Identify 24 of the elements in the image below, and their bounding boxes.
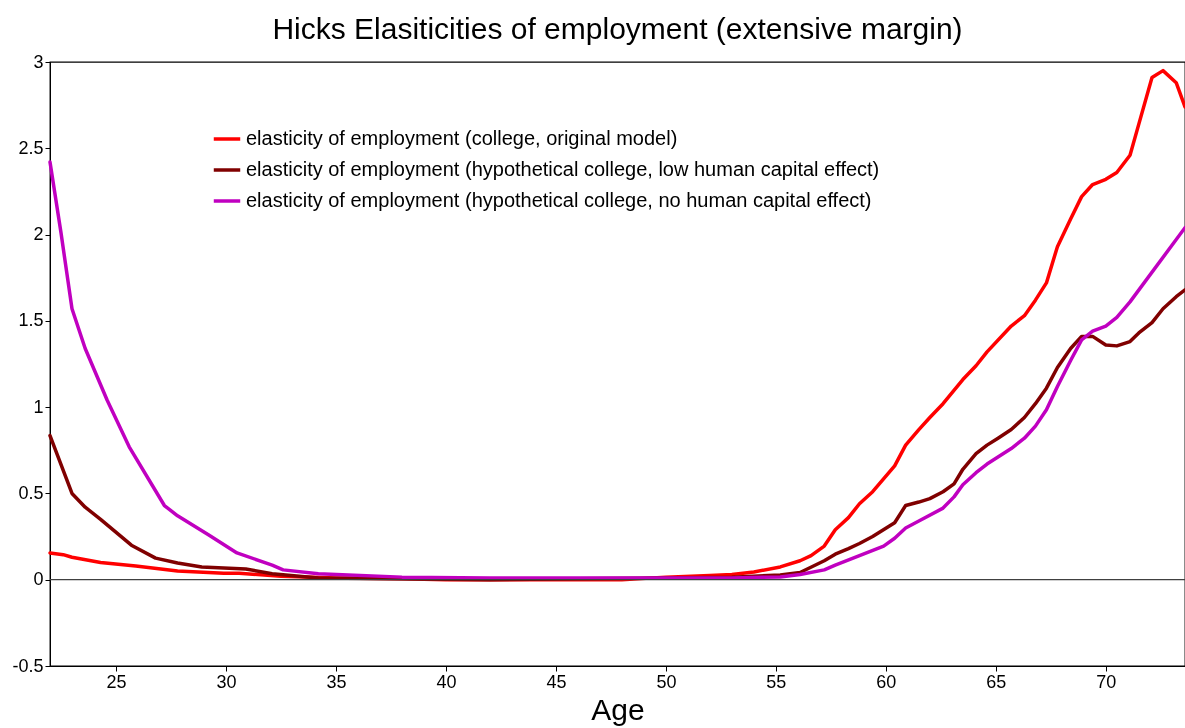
x-tick-label: 30 — [216, 671, 237, 692]
y-tick-label: 3 — [33, 51, 44, 72]
y-tick-label: 1 — [33, 396, 44, 417]
y-tick-label: -0.5 — [12, 655, 44, 676]
y-tick-label: 0 — [33, 569, 44, 590]
legend-label: elasticity of employment (college, original model) — [246, 127, 678, 149]
x-tick-label: 45 — [546, 671, 567, 692]
x-tick-label: 40 — [436, 671, 457, 692]
legend-label: elasticity of employment (hypothetical college, no human capital effect) — [246, 189, 872, 211]
legend-label: elasticity of employment (hypothetical college, low human capital effect) — [246, 158, 880, 180]
x-tick-label: 25 — [106, 671, 127, 692]
y-tick-label: 2.5 — [18, 137, 44, 158]
y-tick-label: 2 — [33, 224, 44, 245]
x-tick-label: 50 — [656, 671, 677, 692]
chart-title: Hicks Elasiticities of employment (extensive margin) — [272, 12, 963, 45]
x-axis-title: Age — [591, 692, 645, 726]
y-tick-label: 0.5 — [18, 482, 44, 503]
line-series — [48, 160, 1185, 580]
y-tick-label: 1.5 — [18, 310, 44, 331]
x-tick-label: 35 — [326, 671, 347, 692]
x-tick-label: 60 — [876, 671, 897, 692]
x-tick-label: 55 — [766, 671, 787, 692]
x-tick-label: 65 — [986, 671, 1007, 692]
x-tick-label: 70 — [1096, 671, 1117, 692]
